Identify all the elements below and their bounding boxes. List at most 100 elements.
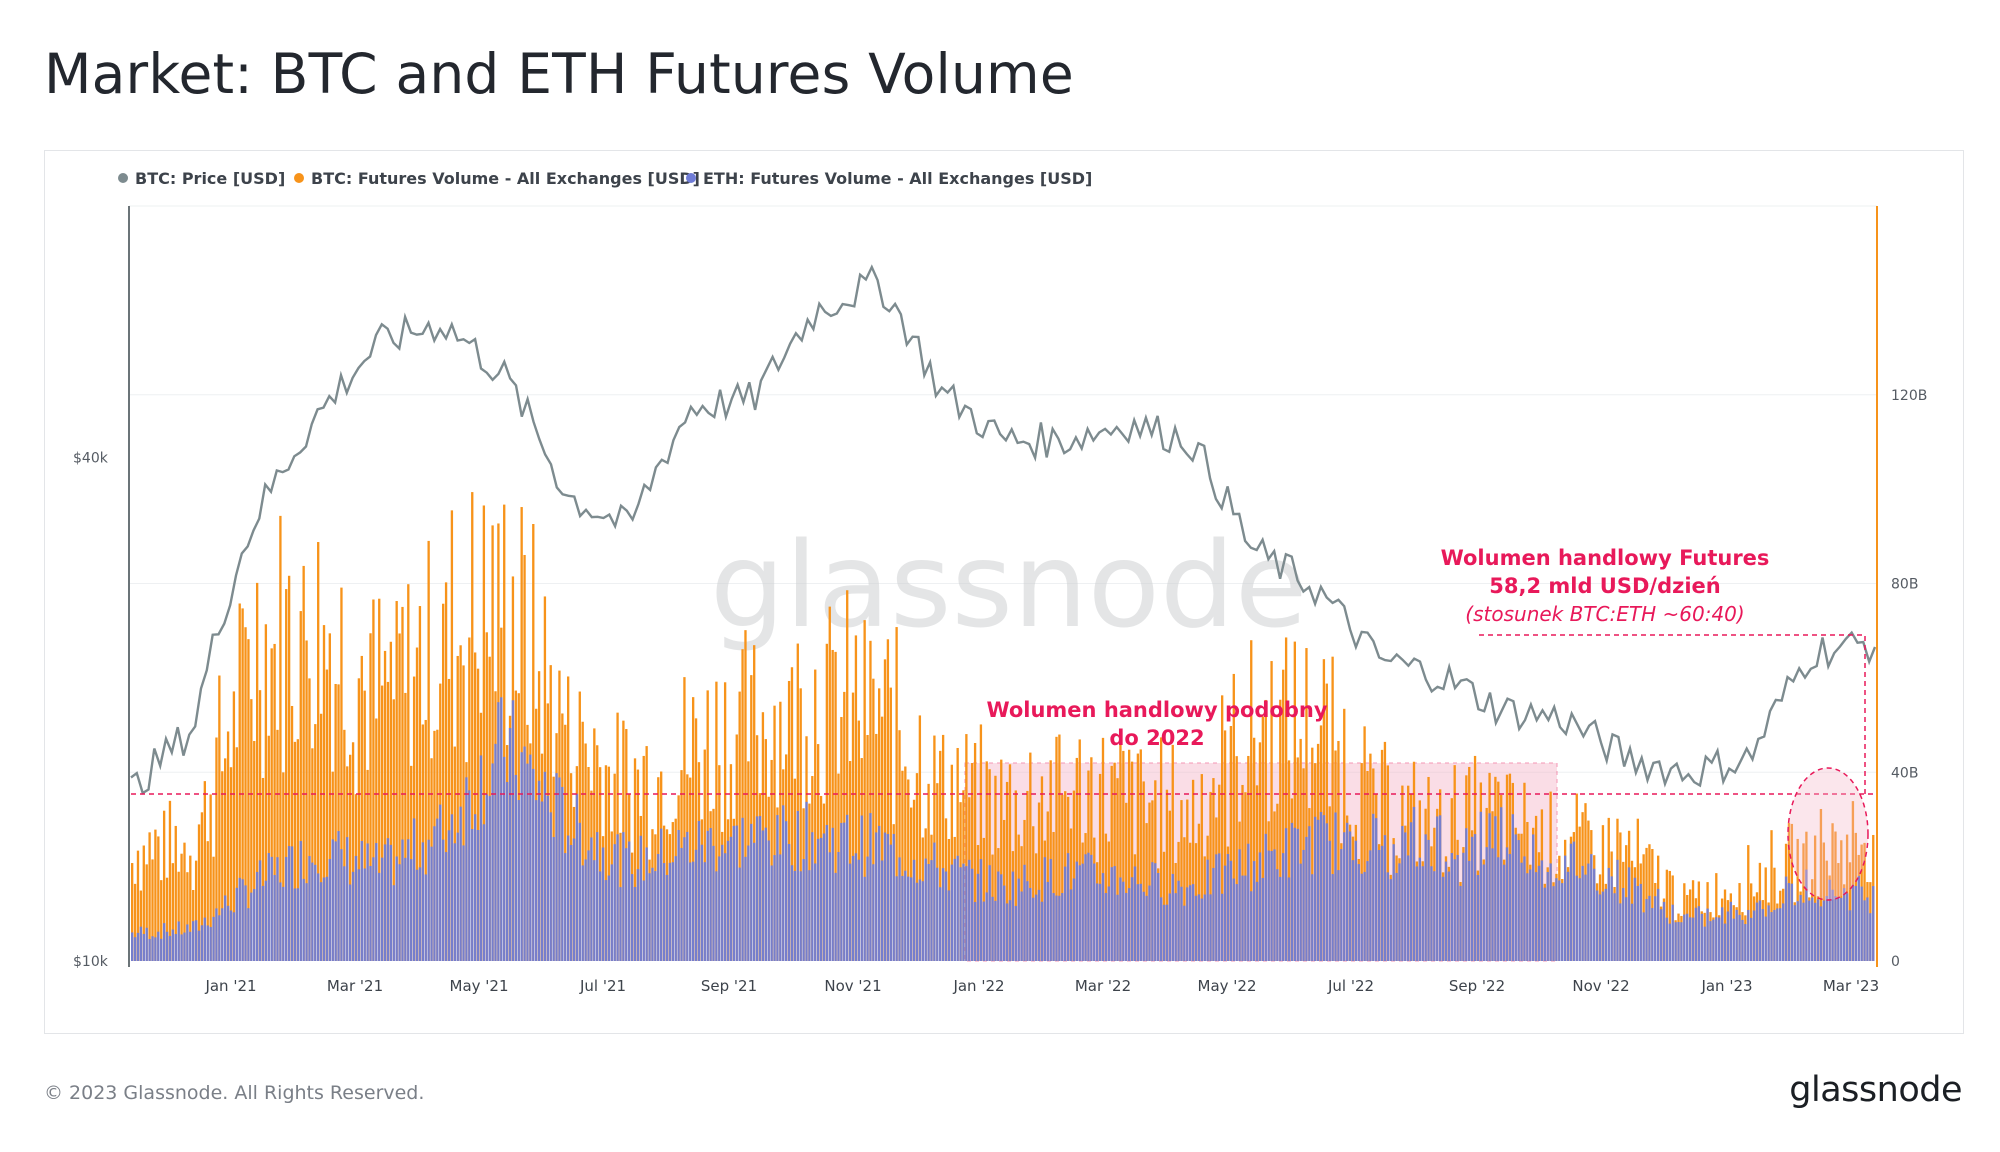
eth-volume-bar	[831, 827, 834, 961]
eth-volume-bar	[511, 700, 515, 961]
eth-volume-bar	[488, 796, 491, 961]
eth-volume-bar	[1561, 883, 1564, 961]
btc-volume-bar	[133, 883, 137, 961]
eth-volume-bar	[1197, 894, 1201, 961]
btc-volume-bar	[308, 678, 311, 961]
btc-volume-bar	[1261, 716, 1265, 961]
eth-volume-bar	[1712, 919, 1715, 961]
eth-volume-bar	[1424, 834, 1427, 961]
btc-volume-bar	[956, 747, 959, 961]
eth-volume-bar	[799, 871, 802, 961]
btc-volume-bar	[314, 724, 317, 961]
btc-volume-bar	[1058, 734, 1061, 961]
eth-volume-bar	[1264, 833, 1267, 961]
eth-volume-bar	[1238, 849, 1241, 961]
legend-marker	[118, 173, 128, 183]
btc-volume-bar	[1116, 778, 1119, 961]
eth-volume-bar	[1511, 814, 1514, 961]
eth-volume-bar	[1229, 860, 1233, 961]
eth-volume-bar	[392, 885, 395, 961]
btc-volume-bar	[790, 667, 794, 961]
eth-volume-bar	[1232, 878, 1235, 961]
eth-volume-bar	[1409, 822, 1413, 961]
eth-volume-bar	[1183, 905, 1186, 961]
annotation-futures-volume: 58,2 mld USD/dzień	[1489, 574, 1720, 598]
glassnode-logo: glassnode	[1789, 1070, 1962, 1110]
btc-volume-bar	[753, 645, 756, 961]
eth-volume-bar	[593, 860, 596, 961]
x-axis-tick-label: Jul '21	[579, 977, 626, 995]
btc-volume-bar	[215, 737, 218, 961]
eth-volume-bar	[1145, 895, 1148, 961]
eth-volume-bar	[305, 883, 308, 961]
eth-volume-bar	[1003, 885, 1006, 961]
eth-volume-bar	[1558, 880, 1561, 961]
eth-volume-bar	[1215, 854, 1218, 961]
eth-volume-bar	[726, 840, 730, 961]
eth-volume-bar	[221, 908, 224, 961]
eth-volume-bar	[628, 841, 631, 961]
eth-volume-bar	[950, 864, 954, 961]
eth-volume-bar	[764, 827, 767, 961]
eth-volume-bar	[1793, 905, 1796, 961]
page-title: Market: BTC and ETH Futures Volume	[44, 42, 1074, 106]
eth-volume-bar	[1520, 862, 1523, 961]
eth-volume-bar	[584, 859, 587, 961]
btc-volume-bar	[1014, 790, 1017, 961]
btc-volume-bar	[267, 735, 270, 961]
eth-volume-bar	[1590, 854, 1593, 961]
eth-volume-bar	[540, 801, 544, 961]
btc-volume-bar	[136, 850, 140, 961]
eth-volume-bar	[322, 877, 326, 961]
annotation-futures-volume: Wolumen handlowy Futures	[1441, 546, 1770, 570]
eth-volume-bar	[1764, 916, 1767, 961]
btc-volume-bar	[607, 766, 611, 961]
eth-volume-bar	[1491, 848, 1494, 961]
btc-volume-bar	[532, 524, 535, 961]
eth-volume-bar	[1796, 901, 1799, 961]
btc-volume-bar	[1127, 749, 1131, 961]
eth-volume-bar	[314, 864, 317, 961]
btc-volume-bar	[1061, 794, 1064, 961]
btc-volume-bar	[224, 758, 227, 961]
btc-volume-bar	[174, 825, 177, 961]
btc-volume-bar	[1331, 656, 1334, 961]
eth-volume-bar	[1802, 902, 1805, 961]
eth-volume-bar	[1450, 853, 1453, 961]
btc-volume-bar	[979, 724, 983, 961]
eth-volume-bar	[235, 887, 238, 961]
eth-volume-bar	[1357, 864, 1360, 961]
eth-volume-bar	[1555, 878, 1558, 961]
eth-volume-bar	[1816, 899, 1820, 961]
eth-volume-bar	[253, 889, 256, 961]
eth-volume-bar	[805, 801, 808, 961]
btc-volume-bar	[915, 773, 919, 961]
eth-volume-bar	[686, 831, 689, 961]
btc-volume-bar	[1305, 648, 1308, 961]
eth-volume-bar	[860, 815, 863, 961]
eth-volume-bar	[883, 832, 887, 961]
btc-volume-bar	[296, 739, 300, 961]
eth-volume-bar	[1032, 897, 1035, 961]
eth-volume-bar	[1334, 812, 1337, 961]
btc-volume-bar	[491, 525, 494, 961]
eth-volume-bar	[1657, 888, 1660, 961]
eth-volume-bar	[1639, 883, 1642, 961]
eth-volume-bar	[1104, 892, 1108, 961]
eth-volume-bar	[1604, 888, 1608, 961]
eth-volume-bar	[1761, 909, 1764, 961]
eth-volume-bar	[854, 853, 858, 961]
eth-volume-bar	[1200, 898, 1203, 961]
btc-volume-bar	[1183, 837, 1186, 961]
eth-volume-bar	[1096, 883, 1099, 961]
eth-volume-bar	[1758, 900, 1762, 961]
eth-volume-bar	[212, 916, 215, 961]
eth-volume-bar	[1340, 849, 1343, 961]
btc-volume-bar	[1337, 740, 1340, 961]
eth-volume-bar	[1319, 812, 1323, 961]
eth-volume-bar	[476, 830, 480, 961]
eth-volume-bar	[369, 865, 372, 961]
btc-volume-bar	[1258, 742, 1262, 961]
x-axis-tick-label: Jul '22	[1327, 977, 1374, 995]
btc-volume-bar	[1136, 753, 1140, 961]
